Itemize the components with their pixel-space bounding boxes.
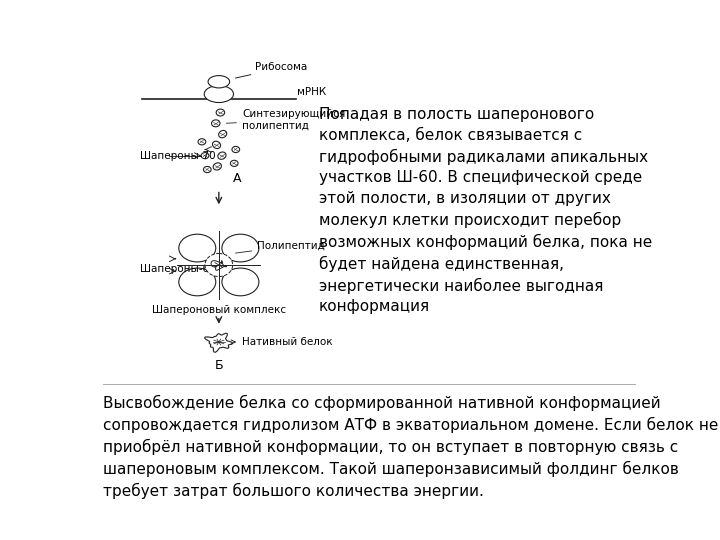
Ellipse shape <box>205 253 233 276</box>
Text: Шапероны-60: Шапероны-60 <box>140 264 215 274</box>
Ellipse shape <box>201 153 209 159</box>
Text: Шапероны-70: Шапероны-70 <box>140 151 215 161</box>
Text: Синтезирующийся
полипептид: Синтезирующийся полипептид <box>226 110 345 131</box>
Text: Полипептид: Полипептид <box>235 241 325 253</box>
Polygon shape <box>204 333 233 352</box>
Text: Нативный белок: Нативный белок <box>231 337 333 347</box>
Ellipse shape <box>222 268 259 296</box>
Ellipse shape <box>198 139 206 145</box>
Ellipse shape <box>204 85 233 103</box>
Ellipse shape <box>232 146 240 153</box>
Ellipse shape <box>213 163 222 170</box>
Text: Шапероновый комплекс: Шапероновый комплекс <box>152 305 286 315</box>
Ellipse shape <box>212 141 221 149</box>
Text: А: А <box>233 172 241 185</box>
Text: Высвобождение белка со сформированной нативной конформацией
сопровождается гидро: Высвобождение белка со сформированной на… <box>104 394 719 499</box>
Ellipse shape <box>179 234 216 262</box>
Ellipse shape <box>218 131 227 138</box>
Text: Попадая в полость шаперонового
комплекса, белок связывается с
гидрофобными радик: Попадая в полость шаперонового комплекса… <box>319 107 652 314</box>
Ellipse shape <box>204 166 211 173</box>
Text: мРНК: мРНК <box>297 87 326 97</box>
Ellipse shape <box>179 268 216 296</box>
Text: Рибосома: Рибосома <box>255 63 307 72</box>
Ellipse shape <box>230 160 238 166</box>
Ellipse shape <box>216 109 225 116</box>
Ellipse shape <box>217 152 226 159</box>
Ellipse shape <box>212 120 220 127</box>
Text: Б: Б <box>215 359 223 372</box>
Ellipse shape <box>208 76 230 88</box>
Ellipse shape <box>222 234 259 262</box>
